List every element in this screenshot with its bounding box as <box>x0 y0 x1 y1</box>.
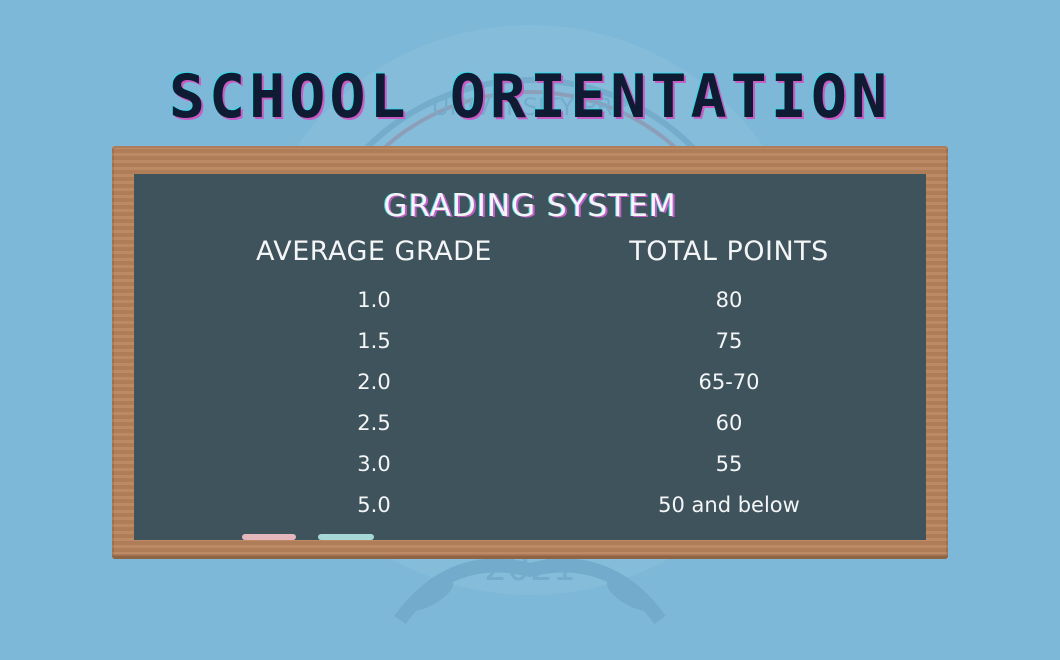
average-grade-column-header: AVERAGE GRADE <box>256 236 492 267</box>
points-cell: 75 <box>715 329 743 353</box>
grading-system-heading: GRADING SYSTEM <box>383 188 677 224</box>
grade-row: 5.0 50 and below <box>134 493 926 533</box>
grade-cell: 2.5 <box>357 411 391 435</box>
points-cell: 55 <box>715 452 743 476</box>
grade-cell: 1.0 <box>357 288 391 312</box>
grade-row: 1.0 80 <box>134 288 926 328</box>
watermark-top-text: UNIVERSITY PRE <box>432 93 628 121</box>
points-cell: 65-70 <box>698 370 760 394</box>
total-points-column-header: TOTAL POINTS <box>629 236 829 267</box>
points-cell: 80 <box>715 288 743 312</box>
grade-cell: 5.0 <box>357 493 391 517</box>
chalkboard-frame: GRADING SYSTEM AVERAGE GRADE TOTAL POINT… <box>112 146 948 556</box>
grade-row: 1.5 75 <box>134 329 926 369</box>
grade-row: 2.5 60 <box>134 411 926 451</box>
grade-row: 3.0 55 <box>134 452 926 492</box>
teal-chalk <box>318 534 374 540</box>
pink-chalk <box>242 534 296 540</box>
grade-cell: 1.5 <box>357 329 391 353</box>
grade-cell: 3.0 <box>357 452 391 476</box>
points-cell: 50 and below <box>658 493 800 517</box>
chalkboard: GRADING SYSTEM AVERAGE GRADE TOTAL POINT… <box>134 174 926 540</box>
page-title: SCHOOL ORIENTATION <box>168 62 892 132</box>
points-cell: 60 <box>715 411 743 435</box>
grade-cell: 2.0 <box>357 370 391 394</box>
grade-row: 2.0 65-70 <box>134 370 926 410</box>
